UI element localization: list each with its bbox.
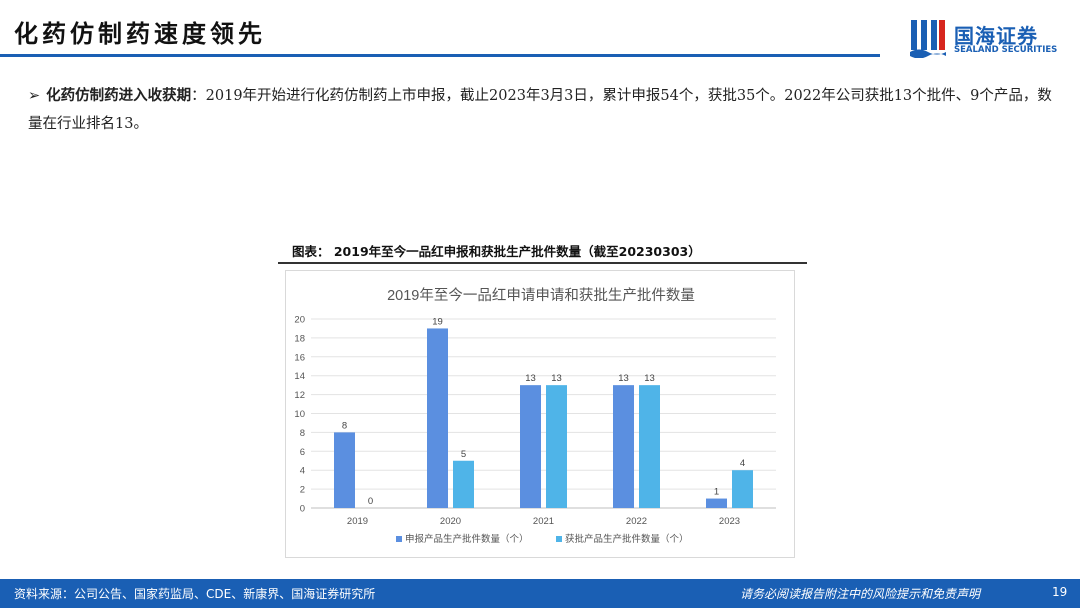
y-tick-label: 20	[294, 315, 305, 326]
bullet-text: ：2019年开始进行化药仿制药上市申报，截止2023年3月3日，累计申报54个，…	[28, 88, 1052, 132]
x-tick-label: 2019	[347, 516, 368, 527]
bullet-arrow-icon: ➢	[28, 88, 41, 104]
data-label: 5	[461, 449, 466, 460]
y-tick-label: 6	[300, 447, 305, 458]
disclaimer-link[interactable]: 请务必阅读报告附注中的风险提示和免责声明	[740, 587, 981, 601]
company-logo: 国海证券 SEALAND SECURITIES	[910, 18, 1070, 60]
page-title: 化药仿制药速度领先	[14, 19, 266, 48]
y-tick-label: 18	[294, 333, 305, 344]
data-label: 0	[368, 496, 373, 507]
data-label: 13	[618, 373, 629, 384]
summary-bullet: ➢ 化药仿制药进入收获期：2019年开始进行化药仿制药上市申报，截止2023年3月…	[28, 82, 1058, 138]
title-divider	[0, 54, 880, 57]
bar-approved	[453, 460, 474, 508]
data-label: 19	[432, 316, 443, 327]
logo-chinese-name: 国海证券	[954, 24, 1038, 48]
data-label: 13	[525, 373, 536, 384]
y-tick-label: 4	[300, 466, 305, 477]
sealand-logo-icon	[910, 20, 946, 58]
figure-caption: 图表： 2019年至今一品红申报和获批生产批件数量（截至20230303）	[292, 244, 701, 259]
y-tick-label: 14	[294, 371, 305, 382]
bar-applied	[706, 498, 727, 508]
y-tick-label: 8	[300, 428, 305, 439]
bar-applied	[334, 432, 355, 508]
y-tick-label: 12	[294, 390, 305, 401]
chart-title: 2019年至今一品红申请申请和获批生产批件数量	[387, 287, 695, 304]
data-label: 13	[644, 373, 655, 384]
data-label: 1	[714, 487, 719, 498]
x-tick-label: 2020	[440, 516, 461, 527]
logo-english-name: SEALAND SECURITIES	[954, 45, 1058, 55]
data-label: 13	[551, 373, 562, 384]
source-note: 资料来源：公司公告、国家药监局、CDE、新康界、国海证券研究所	[14, 587, 376, 601]
y-tick-label: 0	[300, 504, 305, 515]
legend-swatch	[556, 536, 562, 542]
chart-container: 2019年至今一品红申请申请和获批生产批件数量 0 2 4 6 8 10 12 14 16 18 20…	[285, 270, 795, 558]
bar-applied	[520, 385, 541, 508]
page-number: 19	[1052, 585, 1068, 599]
y-tick-label: 16	[294, 352, 305, 363]
data-label: 8	[342, 420, 347, 431]
figure-caption-rule	[278, 262, 807, 264]
bullet-lead: 化药仿制药进入收获期	[46, 87, 192, 104]
bar-applied	[427, 328, 448, 508]
y-tick-label: 2	[300, 485, 305, 496]
legend-swatch	[396, 536, 402, 542]
bar-applied	[613, 385, 634, 508]
x-tick-label: 2023	[719, 516, 740, 527]
bar-approved	[639, 385, 660, 508]
data-label: 4	[740, 458, 745, 469]
x-tick-label: 2021	[533, 516, 554, 527]
x-tick-label: 2022	[626, 516, 647, 527]
bar-approved	[732, 470, 753, 508]
bar-approved	[546, 385, 567, 508]
y-tick-label: 10	[294, 409, 305, 420]
legend-label: 获批产品生产批件数量（个）	[565, 533, 689, 545]
footer-bar	[0, 579, 1080, 608]
legend-label: 申报产品生产批件数量（个）	[405, 533, 529, 545]
bar-chart: 2019年至今一品红申请申请和获批生产批件数量02468101214161820…	[294, 287, 776, 545]
